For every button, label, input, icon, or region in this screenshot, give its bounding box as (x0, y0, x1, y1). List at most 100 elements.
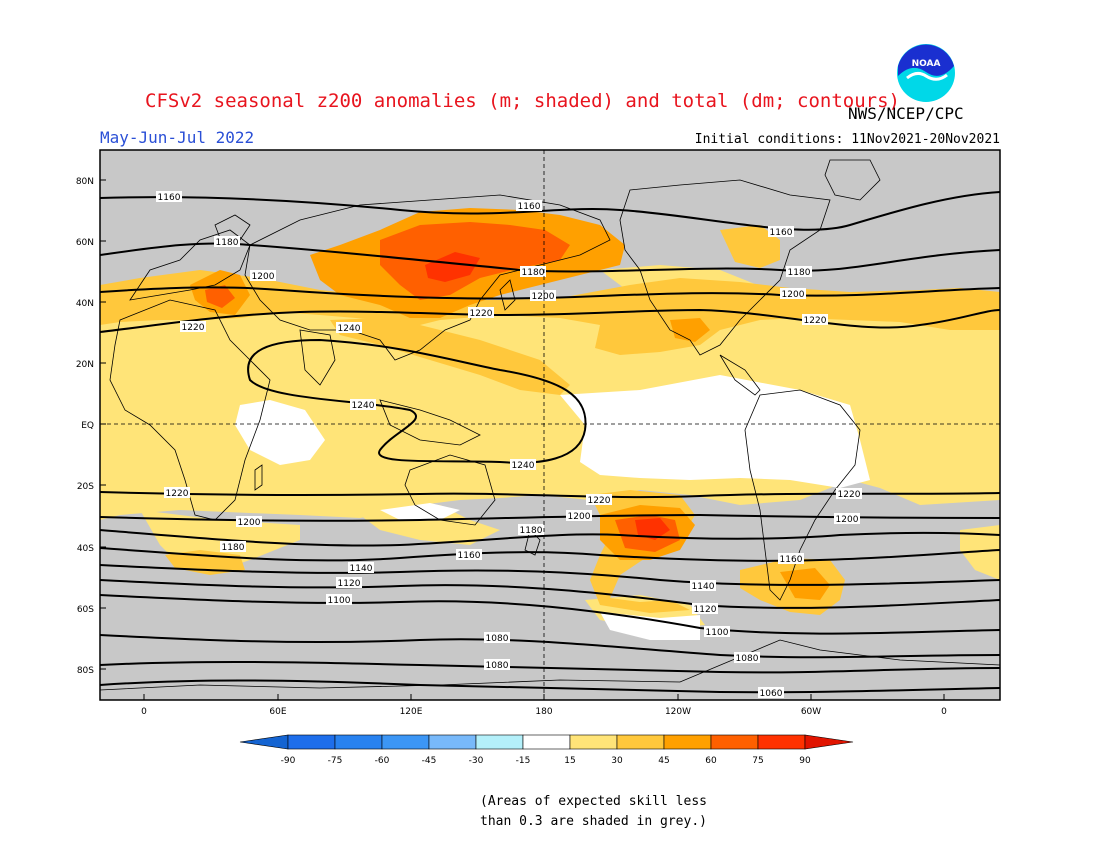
contour-label: 1180 (522, 268, 545, 278)
lat-label: 60S (77, 605, 94, 615)
noaa-logo-icon: NOAA (896, 43, 956, 103)
colorbar-swatch (522, 734, 571, 750)
colorbar-swatch (428, 734, 477, 750)
contour-label: 1220 (182, 323, 205, 333)
skill-note-line1: (Areas of expected skill less (480, 794, 707, 809)
contour-label: 1160 (518, 202, 541, 212)
contour-label: 1200 (238, 518, 261, 528)
colorbar-tick-label: 45 (658, 756, 669, 766)
anomaly-30-45-region-north (100, 270, 1000, 355)
colorbar-tick-label: -30 (469, 756, 484, 766)
contour-1240-loop (247, 338, 587, 464)
height-contours (100, 191, 1000, 694)
lat-label: 60N (76, 238, 94, 248)
contour-label: 1180 (222, 543, 245, 553)
contour-1160-south (100, 547, 1000, 562)
latitude-axis: 80N 60N 40N 20N EQ 20S 40S 60S 80S (76, 177, 106, 676)
contour-label: 1180 (216, 238, 239, 248)
colorbar-swatch (710, 734, 759, 750)
map-title: CFSv2 seasonal z200 anomalies (m; shaded… (145, 90, 900, 112)
lat-label: 40N (76, 299, 94, 309)
contour-label: 1180 (788, 268, 811, 278)
anomaly-30-45-region-central-pacific (330, 318, 570, 395)
contour-1100 (100, 594, 1000, 635)
lon-label: 0 (141, 707, 147, 717)
contour-label: 1200 (252, 272, 275, 282)
contour-label: 1160 (158, 193, 181, 203)
map-panel: 1160 1160 1160 1180 1180 1180 1200 1200 … (100, 150, 1000, 700)
contour-label: 1220 (804, 316, 827, 326)
anomaly-60-75-region-europe (205, 285, 235, 308)
contour-label: 1100 (328, 596, 351, 606)
colorbar-arrow-low (239, 734, 289, 750)
map-frame (99, 149, 1001, 701)
colorbar-tick-label: -75 (328, 756, 343, 766)
contour-label: 1060 (760, 689, 783, 699)
contour-label: 1220 (470, 309, 493, 319)
colorbar-swatch (287, 734, 336, 750)
contour-label: 1240 (338, 324, 361, 334)
contour-1080 (100, 634, 1000, 659)
contour-label: 1160 (770, 228, 793, 238)
contour-label: 1080 (736, 654, 759, 664)
contour-label: 1220 (166, 489, 189, 499)
lon-label: 180 (535, 707, 552, 717)
contour-label: 1080 (486, 634, 509, 644)
colorbar-tick-label: 90 (799, 756, 811, 766)
contour-1180-south (100, 529, 1000, 547)
lon-label: 60E (269, 707, 286, 717)
contour-label: 1200 (782, 290, 805, 300)
colorbar-swatch (475, 734, 524, 750)
contour-label: 1200 (568, 512, 591, 522)
initial-conditions: Initial conditions: 11Nov2021-20Nov2021 (694, 132, 1000, 147)
lon-label: 0 (941, 707, 947, 717)
colorbar-tick-label: -90 (281, 756, 296, 766)
contour-label: 1140 (350, 564, 373, 574)
neutral-region-africa (235, 400, 325, 465)
colorbar-tick-label: 75 (752, 756, 763, 766)
lat-label: 40S (77, 544, 94, 554)
colorbar-tick-label: 60 (705, 756, 717, 766)
anomaly-15-30-region-south-atlantic (960, 525, 1000, 580)
contour-label: 1120 (338, 579, 361, 589)
lat-label: EQ (81, 421, 94, 431)
colorbar-swatch (757, 734, 806, 750)
contour-label: 1080 (486, 661, 509, 671)
contour-labels: 1160 1160 1160 1180 1180 1180 1200 1200 … (156, 191, 862, 699)
colorbar: -90 -75 -60 -45 -30 -15 15 30 45 60 75 90 (239, 734, 854, 766)
neutral-region-south-indian (380, 503, 460, 520)
contour-1220-north (100, 308, 1000, 333)
skill-note: (Areas of expected skill less than 0.3 a… (480, 792, 707, 832)
anomaly-30-45-region-north-atlantic (720, 225, 780, 268)
contour-label: 1160 (458, 551, 481, 561)
colorbar-tick-label: -45 (422, 756, 437, 766)
contour-label: 1220 (838, 490, 861, 500)
colorbar-swatch (663, 734, 712, 750)
longitude-axis: 0 60E 120E 180 120W 60W 0 (141, 694, 947, 717)
logo-text: NOAA (912, 59, 941, 69)
agency-label: NWS/NCEP/CPC (848, 104, 964, 123)
anomaly-45-60-region-north-america (670, 318, 710, 342)
contour-1060 (100, 679, 1000, 694)
lon-label: 120E (400, 707, 423, 717)
contour-1140 (100, 564, 1000, 586)
contour-1080-b (100, 660, 1000, 674)
colorbar-arrow-high (804, 734, 854, 750)
contour-label: 1100 (706, 628, 729, 638)
colorbar-swatch (569, 734, 618, 750)
colorbar-swatch (616, 734, 665, 750)
contour-1120 (100, 579, 1000, 609)
neutral-region-pacific (560, 375, 870, 488)
lat-label: 80N (76, 177, 94, 187)
contour-label: 1220 (588, 496, 611, 506)
colorbar-swatch (381, 734, 430, 750)
lat-label: 80S (77, 666, 94, 676)
colorbar-tick-label: -60 (375, 756, 390, 766)
contour-label: 1200 (836, 515, 859, 525)
forecast-period: May-Jun-Jul 2022 (100, 128, 255, 147)
contour-label: 1120 (694, 605, 717, 615)
lat-label: 20N (76, 360, 94, 370)
contour-label: 1180 (520, 526, 543, 536)
lat-label: 20S (77, 482, 94, 492)
